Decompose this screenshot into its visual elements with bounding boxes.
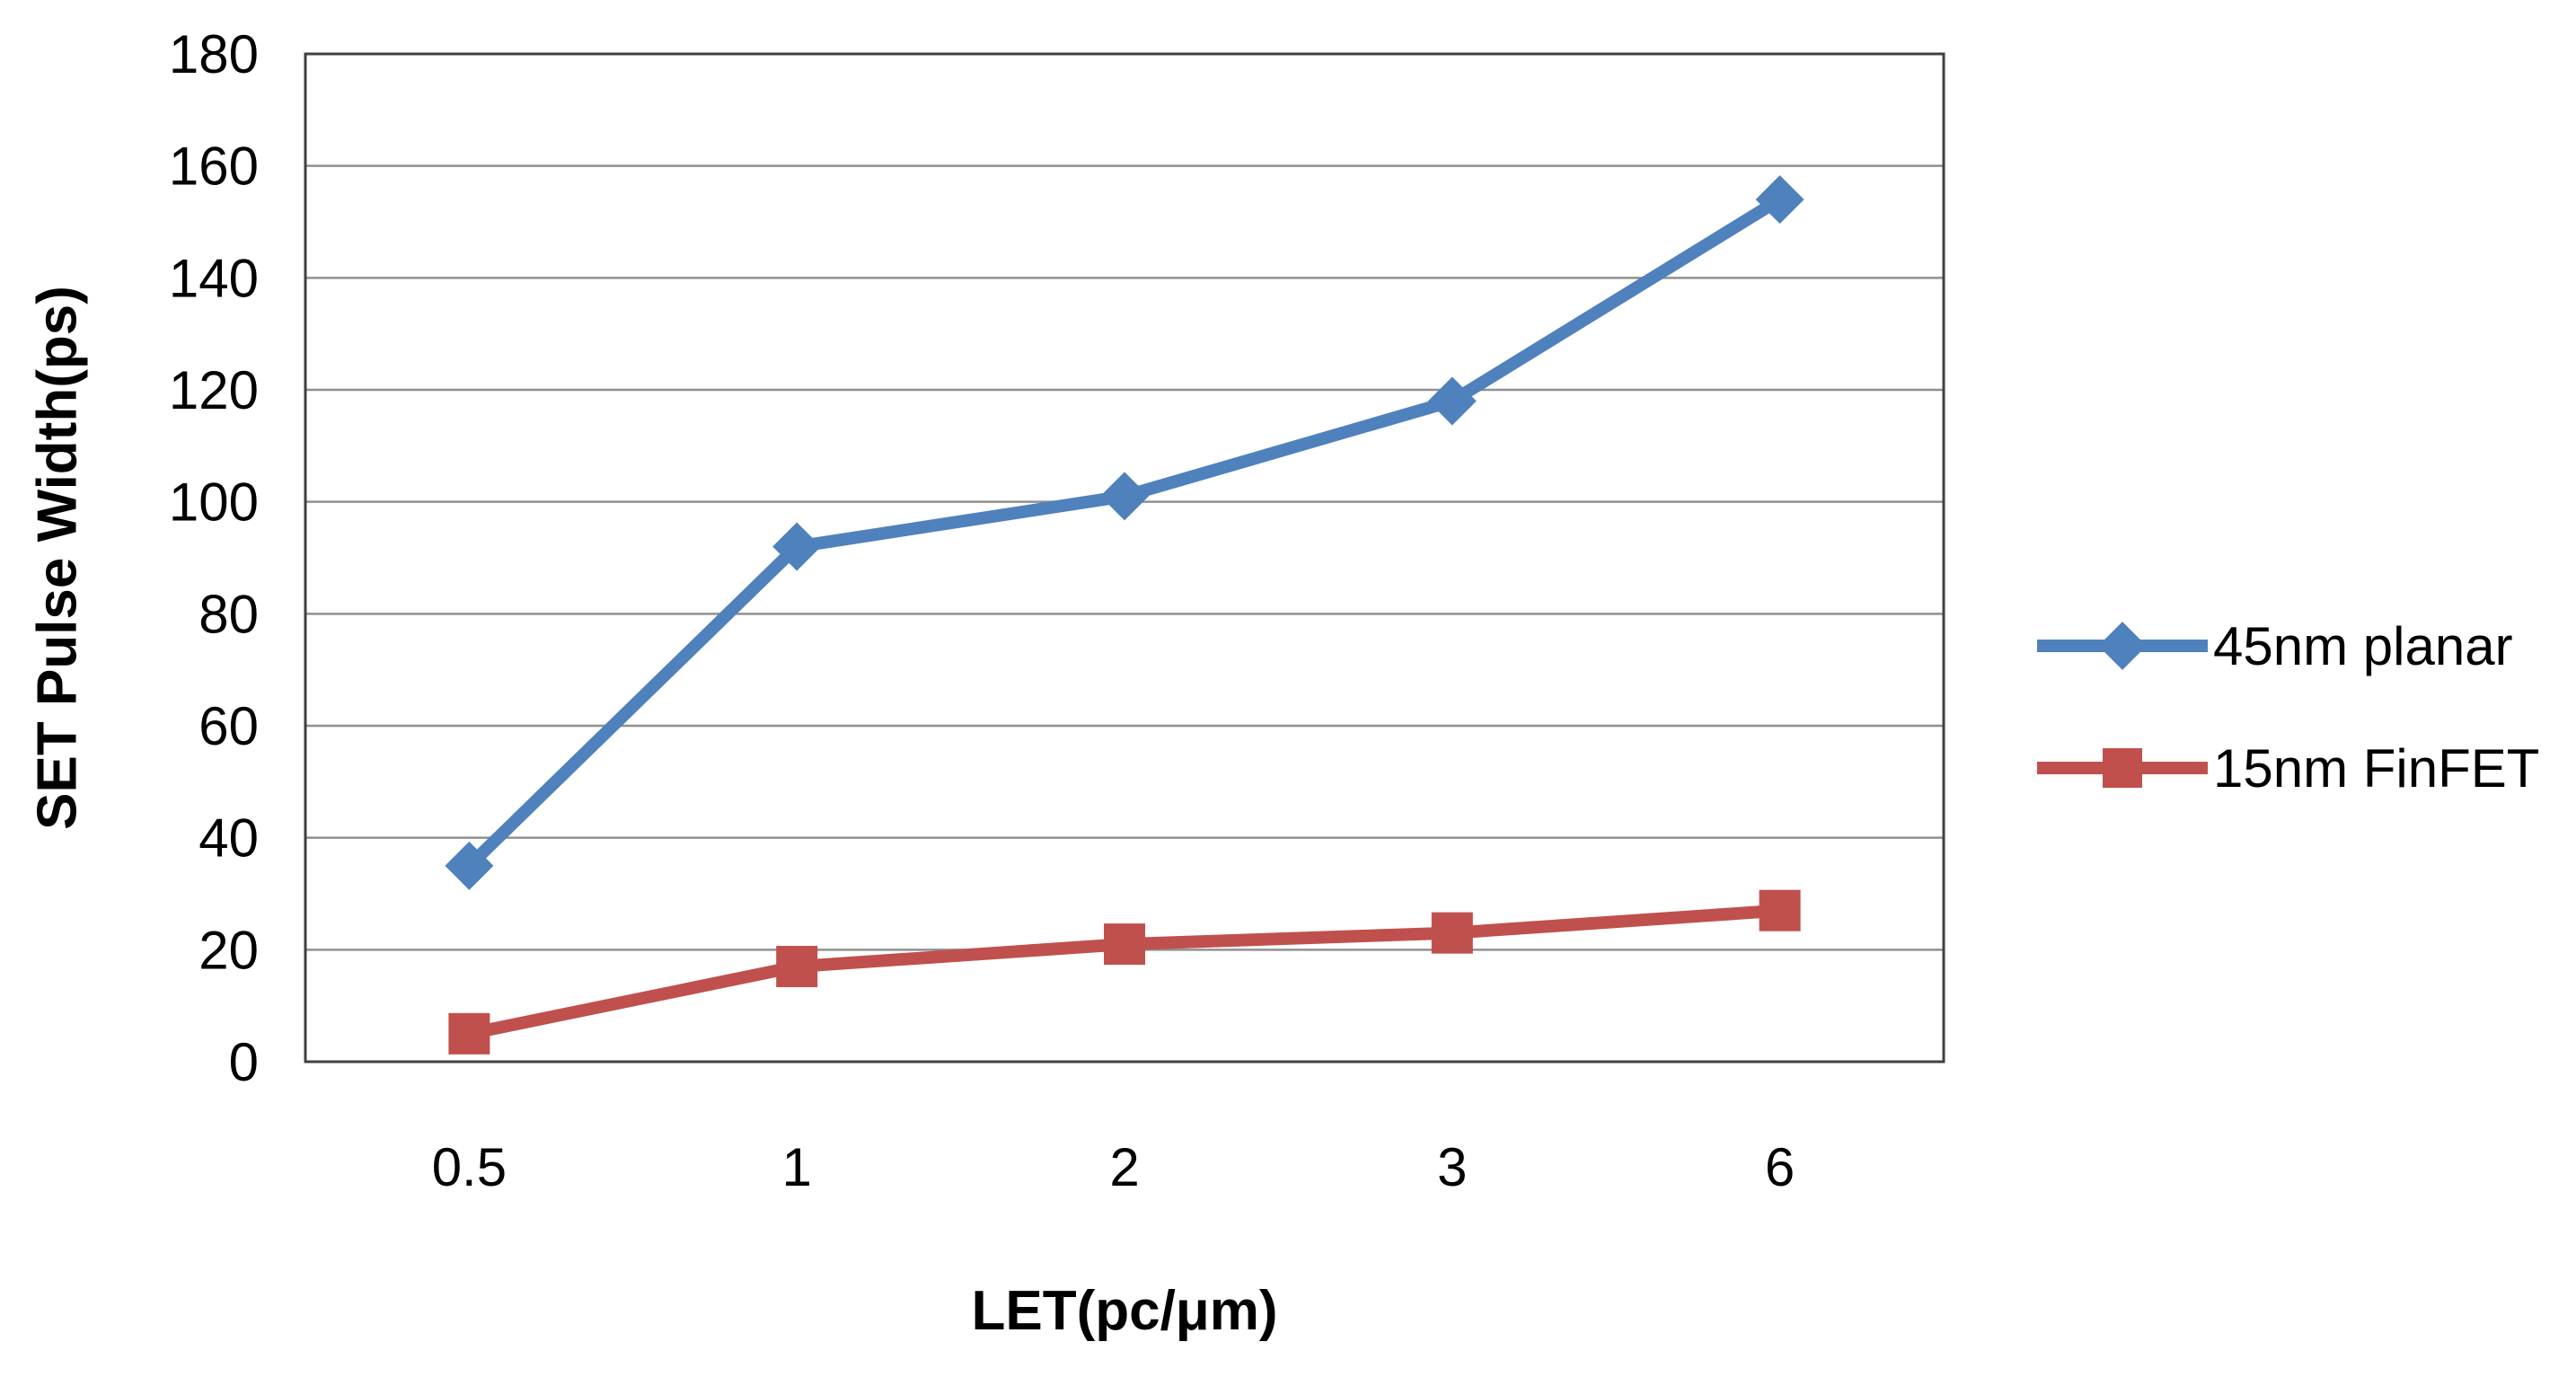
marker-square-icon	[1104, 923, 1145, 966]
marker-diamond-icon	[1427, 376, 1477, 426]
plot-border	[304, 52, 1945, 1064]
y-axis-title: SET Pulse Width(ps)	[26, 286, 89, 830]
marker-diamond-icon	[1100, 472, 1149, 521]
legend-marker-diamond-icon	[2037, 617, 2208, 675]
series-15nm-finfet	[448, 889, 1801, 1055]
marker-square-icon	[776, 946, 818, 988]
legend-label: 45nm planar	[2213, 615, 2513, 676]
marker-square-icon	[1759, 889, 1801, 931]
y-tick-label: 80	[198, 584, 259, 644]
y-tick-label: 100	[169, 472, 259, 533]
x-axis-tick-labels: 0.5 1 2 3 6	[432, 1137, 1795, 1197]
y-tick-label: 0	[229, 1032, 259, 1092]
marker-diamond-icon	[1755, 175, 1804, 225]
x-tick-label: 0.5	[432, 1137, 507, 1197]
y-tick-label: 40	[198, 808, 259, 869]
x-tick-label: 3	[1437, 1137, 1467, 1197]
y-tick-label: 20	[198, 920, 259, 980]
y-tick-label: 180	[169, 24, 259, 84]
x-tick-label: 1	[782, 1137, 812, 1197]
marker-square-icon	[448, 1012, 490, 1055]
marker-diamond-icon	[445, 841, 494, 890]
legend-item-45nm-planar: 45nm planar	[2037, 615, 2539, 676]
y-tick-label: 120	[169, 360, 259, 420]
legend-label: 15nm FinFET	[2213, 737, 2540, 799]
y-axis-tick-labels: 0 20 40 60 80 100 120 140 160 180	[169, 24, 259, 1092]
marker-square-icon	[1431, 912, 1473, 954]
series-line-45nm-planar	[463, 193, 1786, 872]
legend: 45nm planar 15nm FinFET	[2037, 615, 2540, 799]
legend-marker-square-icon	[2037, 739, 2208, 797]
y-tick-label: 160	[169, 137, 259, 197]
x-axis-title: LET(pc/μm)	[971, 1280, 1278, 1342]
y-tick-label: 140	[169, 248, 259, 308]
marker-diamond-icon	[772, 522, 822, 571]
series-45nm-planar	[445, 175, 1804, 890]
legend-item-15nm-finfet: 15nm FinFET	[2037, 737, 2540, 799]
y-tick-label: 60	[198, 696, 259, 756]
x-tick-label: 6	[1765, 1137, 1795, 1197]
x-tick-label: 2	[1109, 1137, 1139, 1197]
